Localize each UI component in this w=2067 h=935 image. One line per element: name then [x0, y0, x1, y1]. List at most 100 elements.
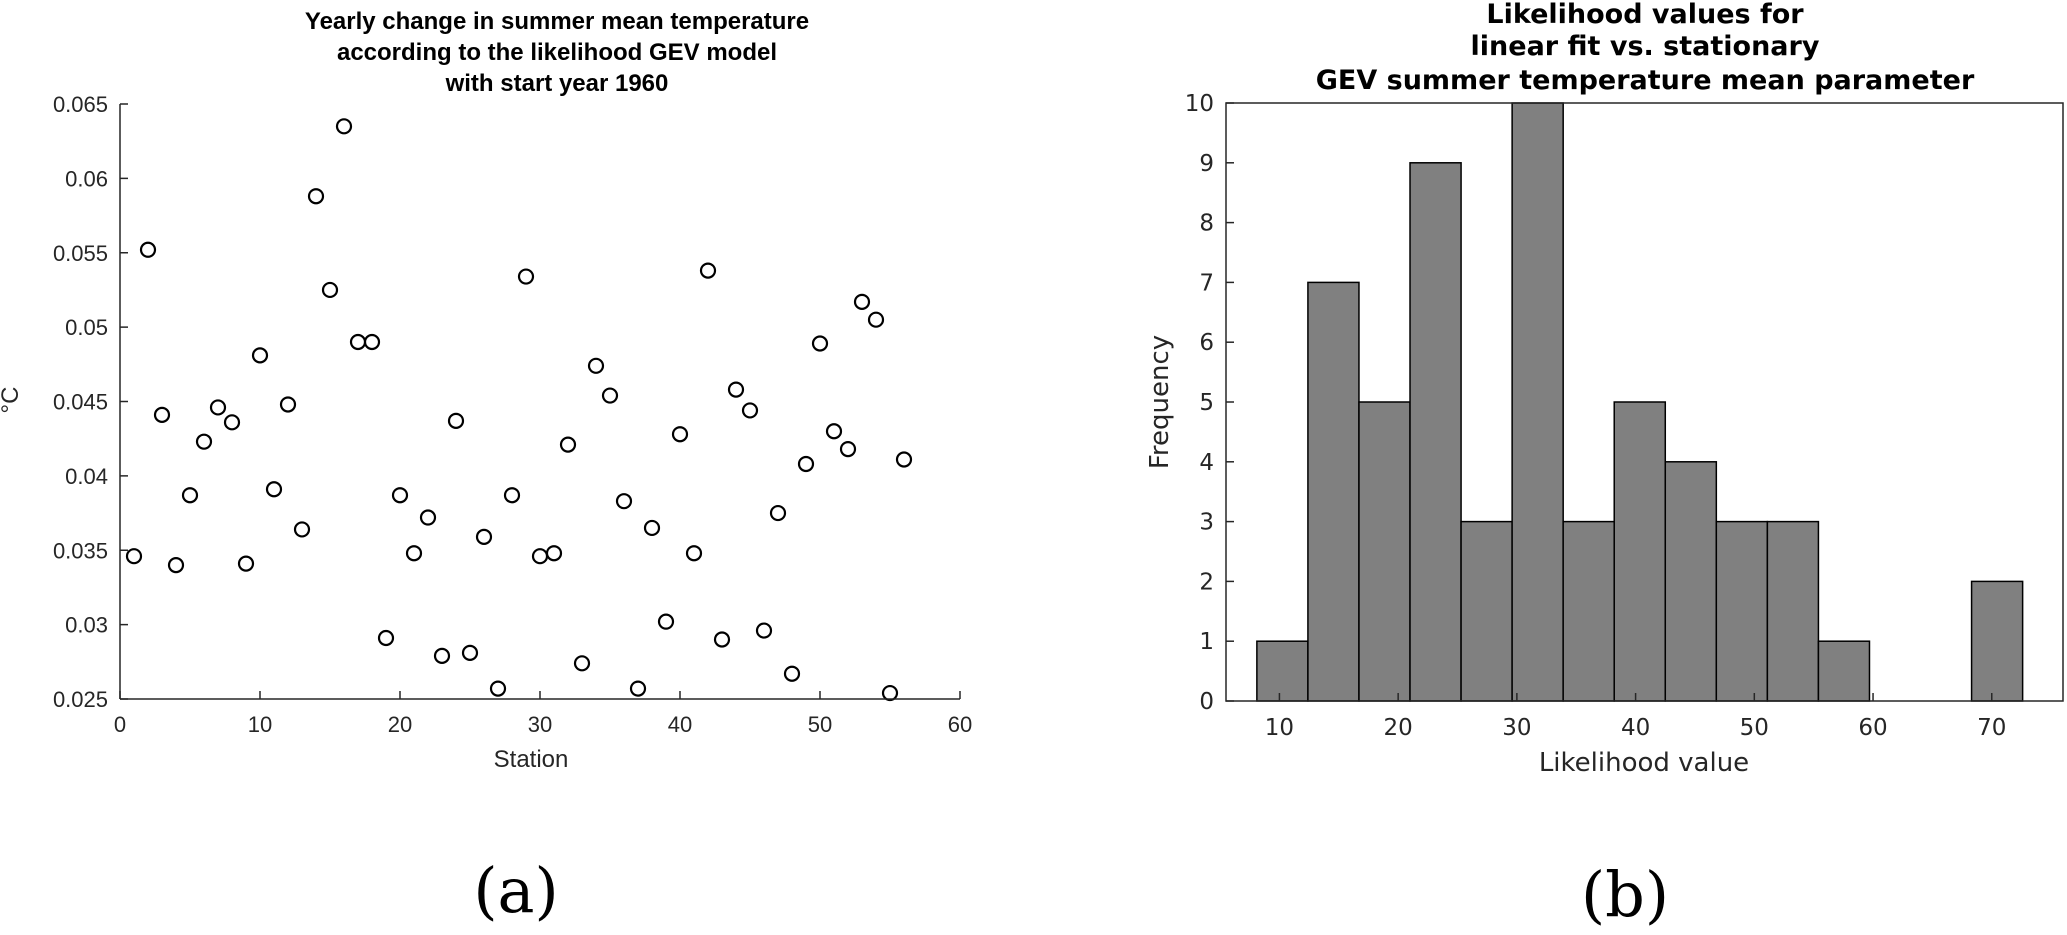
- scatter-point: [797, 455, 815, 473]
- scatter-x-label: Station: [494, 746, 569, 773]
- scatter-point: [377, 629, 395, 647]
- scatter-point: [699, 262, 717, 279]
- histogram-y-tick-label: 0: [1199, 689, 1214, 715]
- histogram-y-tick-label: 2: [1199, 569, 1214, 595]
- scatter-point: [153, 406, 171, 423]
- histogram-y-label: Frequency: [1145, 335, 1175, 469]
- scatter-x-tick-label: 50: [808, 712, 832, 737]
- scatter-point: [391, 487, 409, 504]
- scatter-point: [825, 423, 843, 440]
- histogram-title-line-2: linear fit vs. stationary: [1471, 31, 1820, 62]
- histogram-y-tick-label: 7: [1199, 270, 1214, 296]
- histogram-bar: [1511, 102, 1564, 702]
- scatter-y-tick-label: 0.035: [53, 538, 108, 563]
- scatter-y-tick-label: 0.04: [65, 464, 108, 489]
- histogram-bar: [1307, 281, 1360, 702]
- subcaption-a: (a): [473, 854, 558, 927]
- histogram-bar: [1409, 162, 1462, 702]
- scatter-point: [769, 504, 787, 522]
- scatter-point: [545, 545, 563, 562]
- histogram-bar: [1613, 401, 1667, 702]
- histogram-x-tick-label: 50: [1740, 715, 1769, 741]
- histogram-bar: [1256, 640, 1309, 702]
- histogram-y-tick-label: 10: [1185, 91, 1214, 117]
- histogram-x-tick-label: 70: [1977, 715, 2006, 741]
- histogram-x-tick-label: 30: [1502, 715, 1531, 741]
- scatter-point: [559, 436, 577, 453]
- scatter-point: [587, 357, 605, 374]
- scatter-point: [419, 509, 437, 526]
- scatter-point: [125, 548, 143, 565]
- scatter-point: [727, 381, 745, 398]
- scatter-title-line-1: Yearly change in summer mean temperature: [305, 8, 809, 35]
- scatter-point: [293, 521, 311, 538]
- scatter-point: [265, 481, 283, 498]
- histogram-bar: [1715, 520, 1769, 702]
- scatter-title-line-2: according to the likelihood GEV model: [337, 39, 777, 66]
- histogram-ticks: 10 20 30 40 50 60 70 0 1 2 3 4 5 6 7 8 9 10: [1185, 91, 2007, 741]
- scatter-point: [405, 545, 423, 562]
- histogram-title-line-1: Likelihood values for: [1486, 0, 1804, 30]
- histogram-bar: [1970, 580, 2024, 702]
- histogram-title-line-3: GEV summer temperature mean parameter: [1316, 65, 1975, 96]
- histogram-x-tick-label: 40: [1621, 715, 1650, 741]
- scatter-point: [601, 387, 619, 404]
- histogram-bar: [1664, 461, 1718, 702]
- scatter-point: [517, 268, 535, 285]
- scatter-point: [503, 487, 521, 504]
- scatter-point: [755, 622, 773, 639]
- scatter-point: [643, 519, 661, 537]
- scatter-panel: Yearly change in summer mean temperature…: [0, 8, 972, 927]
- scatter-point: [279, 396, 297, 413]
- histogram-y-tick-label: 5: [1199, 390, 1214, 416]
- scatter-y-tick-label: 0.065: [53, 92, 108, 117]
- scatter-x-tick-label: 40: [668, 712, 692, 737]
- histogram-x-tick-label: 20: [1384, 715, 1413, 741]
- histogram-x-tick-label: 60: [1858, 715, 1887, 741]
- scatter-title-line-3: with start year 1960: [445, 70, 669, 97]
- histogram-y-tick-label: 9: [1199, 151, 1214, 177]
- scatter-y-tick-label: 0.06: [65, 166, 108, 191]
- histogram-bar: [1766, 520, 1820, 702]
- histogram-panel: Likelihood values for linear fit vs. sta…: [1145, 0, 2064, 931]
- scatter-point: [335, 118, 353, 135]
- scatter-point: [839, 441, 857, 458]
- scatter-point: [741, 402, 759, 419]
- scatter-point: [181, 487, 199, 504]
- scatter-point: [531, 548, 549, 565]
- scatter-x-tick-label: 0: [114, 712, 126, 737]
- scatter-point: [461, 644, 479, 661]
- scatter-points: [125, 118, 913, 702]
- scatter-point: [853, 293, 871, 310]
- scatter-ticks: 0 10 20 30 40 50 60 0.025 0.03 0.035 0.04 0.045 0.05…: [53, 92, 972, 737]
- scatter-y-tick-label: 0.03: [65, 613, 108, 638]
- scatter-point: [321, 281, 339, 299]
- histogram-bar: [1817, 640, 1871, 702]
- histogram-x-tick-label: 10: [1265, 715, 1294, 741]
- histogram-bars: [1256, 102, 2024, 702]
- scatter-point: [489, 680, 507, 697]
- scatter-point: [237, 555, 255, 572]
- scatter-point: [209, 399, 227, 416]
- histogram-x-label: Likelihood value: [1539, 748, 1749, 778]
- scatter-point: [223, 414, 241, 431]
- scatter-point: [349, 333, 367, 351]
- histogram-y-tick-label: 6: [1199, 330, 1214, 356]
- histogram-bar: [1358, 401, 1411, 702]
- scatter-point: [363, 333, 381, 351]
- scatter-point: [251, 347, 269, 364]
- scatter-point: [433, 647, 451, 664]
- scatter-point: [657, 613, 675, 630]
- scatter-point: [811, 335, 829, 352]
- scatter-y-tick-label: 0.05: [65, 315, 108, 340]
- histogram-y-tick-label: 4: [1199, 450, 1214, 476]
- scatter-y-tick-label: 0.055: [53, 241, 108, 266]
- histogram-bar: [1460, 520, 1513, 702]
- histogram-bar: [1562, 520, 1615, 702]
- scatter-point: [167, 557, 185, 574]
- scatter-point: [713, 631, 731, 648]
- scatter-point: [629, 680, 647, 697]
- histogram-y-tick-label: 1: [1199, 629, 1214, 655]
- scatter-y-tick-label: 0.045: [53, 390, 108, 415]
